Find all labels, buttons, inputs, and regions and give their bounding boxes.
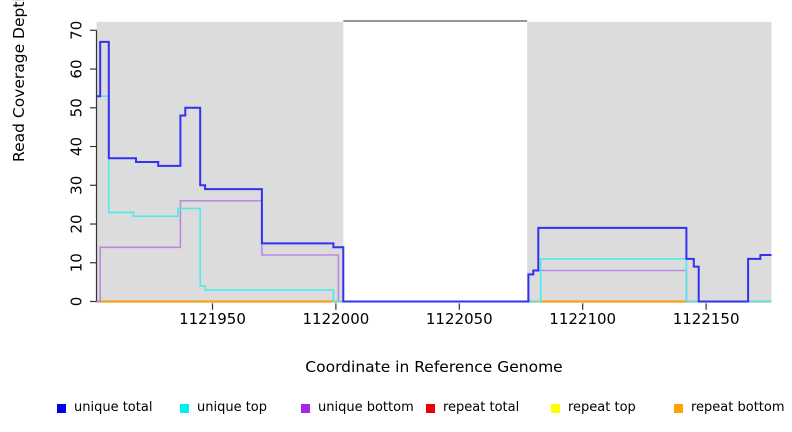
legend-label: repeat total <box>443 400 520 415</box>
chart-legend: unique total unique top unique bottom re… <box>0 400 792 420</box>
repeat-total-swatch-icon <box>426 403 435 413</box>
shaded-region-0 <box>96 21 344 303</box>
x-tick-label: 1122050 <box>426 310 493 328</box>
x-tick-label: 1121950 <box>179 310 246 328</box>
legend-item-repeat-top: repeat top <box>551 400 636 416</box>
x-axis-label: Coordinate in Reference Genome <box>305 358 563 376</box>
y-tick-label: 50 <box>68 98 86 117</box>
y-tick-label: 30 <box>68 176 86 195</box>
x-tick-label: 1122150 <box>673 310 740 328</box>
y-tick-label: 60 <box>68 59 86 78</box>
unique-bottom-swatch-icon <box>301 403 310 413</box>
y-tick-label: 10 <box>68 253 86 272</box>
series-line-unique-total <box>96 40 772 303</box>
legend-label: unique bottom <box>318 400 414 415</box>
repeat-bottom-swatch-icon <box>674 403 683 413</box>
legend-label: unique total <box>74 400 153 415</box>
y-tick-label: 40 <box>68 137 86 156</box>
legend-item-unique-total: unique total <box>57 400 152 416</box>
series-line-unique-bottom <box>96 200 772 303</box>
legend-label: repeat bottom <box>691 400 785 415</box>
y-tick-label: 20 <box>68 214 86 233</box>
x-tick-label: 1122000 <box>302 310 369 328</box>
legend-item-repeat-total: repeat total <box>426 400 519 416</box>
coverage-chart: 0 10 20 30 40 50 60 70 1121950 1122000 1122050 1122… <box>68 20 772 328</box>
series-line-unique-top <box>96 95 772 303</box>
repeat-top-swatch-icon <box>551 403 560 413</box>
legend-item-unique-top: unique top <box>180 400 267 416</box>
legend-item-unique-bottom: unique bottom <box>301 400 414 416</box>
y-tick-label: 0 <box>68 297 86 307</box>
legend-label: unique top <box>197 400 268 415</box>
unique-top-swatch-icon <box>180 403 189 413</box>
legend-label: repeat top <box>568 400 636 415</box>
y-tick-label: 70 <box>68 21 86 40</box>
legend-item-repeat-bottom: repeat bottom <box>674 400 785 416</box>
x-tick-label: 1122100 <box>549 310 616 328</box>
shaded-region-1 <box>527 21 772 303</box>
unique-total-swatch-icon <box>57 403 66 413</box>
